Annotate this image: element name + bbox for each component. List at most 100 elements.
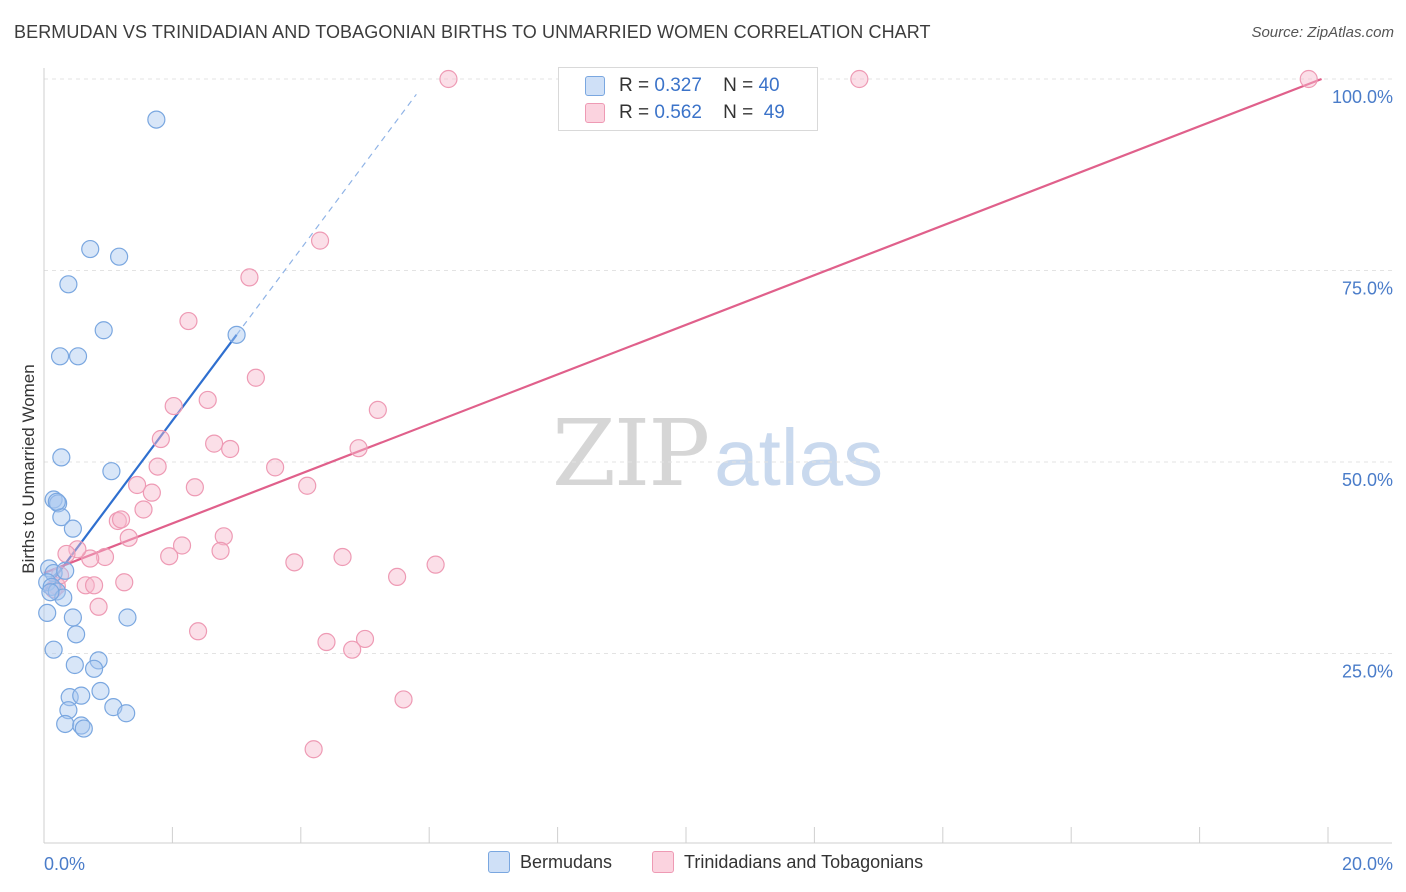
point-trinidadians-and-tobagonians [172, 536, 192, 555]
legend-swatch-pink [585, 103, 605, 123]
point-trinidadians-and-tobagonians [349, 439, 368, 458]
point-trinidadians-and-tobagonians [333, 547, 352, 567]
point-bermudans [59, 701, 78, 720]
point-trinidadians-and-tobagonians [119, 528, 138, 547]
point-trinidadians-and-tobagonians [214, 527, 233, 546]
legend-swatch-blue [585, 76, 605, 96]
point-trinidadians-and-tobagonians [388, 567, 407, 587]
point-bermudans [41, 583, 60, 602]
y-axis-label: Births to Unmarried Women [19, 364, 38, 573]
point-trinidadians-and-tobagonians [304, 740, 323, 759]
r-label: R = [619, 102, 650, 123]
r-label: R = [619, 75, 650, 96]
point-bermudans [63, 608, 82, 627]
stats-legend-row-trinidadians: R = 0.562 N = 49 [585, 100, 785, 126]
legend-item-trinidadians[interactable]: Trinidadians and Tobagonians [652, 851, 923, 873]
stats-legend: R = 0.327 N = 40 R = 0.562 N = 49 [558, 67, 818, 131]
n-value: 40 [758, 75, 780, 96]
point-bermudans [74, 719, 93, 738]
point-trinidadians-and-tobagonians [142, 483, 161, 502]
point-trinidadians-and-tobagonians [57, 544, 76, 564]
point-trinidadians-and-tobagonians [179, 311, 198, 331]
point-trinidadians-and-tobagonians [355, 629, 375, 649]
r-value: 0.562 [654, 102, 702, 123]
legend-item-bermudans[interactable]: Bermudans [488, 851, 612, 873]
n-value: 49 [763, 102, 785, 123]
point-bermudans [84, 659, 104, 678]
trend-lines [43, 77, 1322, 593]
point-bermudans [65, 655, 84, 675]
point-trinidadians-and-tobagonians [240, 268, 259, 287]
point-bermudans [89, 651, 108, 670]
point-bermudans [72, 716, 91, 735]
point-trinidadians-and-tobagonians [134, 500, 153, 519]
point-trinidadians-and-tobagonians [89, 597, 108, 616]
y-tick-label: 50.0% [1342, 470, 1393, 490]
point-bermudans [63, 519, 82, 538]
point-bermudans [91, 681, 110, 701]
legend-swatch-blue [488, 851, 510, 873]
point-trinidadians-and-tobagonians [850, 69, 869, 89]
point-trinidadians-and-tobagonians [246, 368, 265, 387]
point-bermudans [72, 686, 91, 705]
point-bermudans [38, 603, 57, 623]
trend-bermudans [43, 334, 238, 593]
point-bermudans [68, 347, 88, 366]
point-trinidadians-and-tobagonians [84, 576, 104, 595]
point-trinidadians-and-tobagonians [1299, 69, 1318, 89]
point-trinidadians-and-tobagonians [310, 231, 330, 250]
tick-labels: 25.0% 50.0% 75.0% 100.0% 0.0% 20.0% [44, 87, 1393, 874]
point-trinidadians-and-tobagonians [285, 553, 304, 572]
point-trinidadians-and-tobagonians [394, 690, 413, 709]
point-bermudans [94, 321, 113, 340]
gridlines [44, 78, 1392, 654]
point-bermudans [52, 448, 71, 467]
trend-bermudans-extension [236, 93, 417, 336]
point-trinidadians-and-tobagonians [439, 69, 458, 89]
series-legend: Bermudans Trinidadians and Tobagonians [0, 851, 1406, 877]
point-trinidadians-and-tobagonians [266, 458, 285, 477]
watermark: ZIPatlas [552, 400, 883, 507]
watermark-zip: ZIP [552, 400, 710, 507]
y-tick-label: 75.0% [1342, 279, 1393, 299]
point-bermudans [56, 714, 75, 734]
legend-label: Trinidadians and Tobagonians [684, 851, 924, 872]
point-bermudans [117, 704, 136, 723]
point-trinidadians-and-tobagonians [148, 457, 167, 476]
point-trinidadians-and-tobagonians [151, 429, 170, 449]
point-bermudans [50, 347, 70, 366]
point-trinidadians-and-tobagonians [205, 434, 224, 453]
point-trinidadians-and-tobagonians [198, 390, 217, 410]
point-bermudans [102, 462, 121, 481]
point-bermudans [147, 110, 166, 129]
point-trinidadians-and-tobagonians [164, 396, 183, 416]
point-trinidadians-and-tobagonians [95, 547, 115, 567]
legend-label: Bermudans [520, 851, 613, 872]
y-tick-label: 100.0% [1332, 87, 1393, 107]
point-trinidadians-and-tobagonians [111, 510, 131, 529]
stats-legend-row-bermudans: R = 0.327 N = 40 [585, 73, 780, 99]
trend-trinidadians [43, 77, 1322, 575]
point-trinidadians-and-tobagonians [343, 640, 362, 659]
point-bermudans [47, 492, 66, 511]
point-trinidadians-and-tobagonians [221, 439, 240, 459]
data-points [38, 69, 1318, 759]
point-trinidadians-and-tobagonians [185, 478, 204, 497]
y-tick-label: 25.0% [1342, 662, 1393, 682]
point-trinidadians-and-tobagonians [298, 476, 317, 495]
point-trinidadians-and-tobagonians [81, 549, 100, 568]
r-value: 0.327 [654, 75, 702, 96]
axes [43, 68, 1392, 844]
point-trinidadians-and-tobagonians [115, 573, 134, 592]
point-trinidadians-and-tobagonians [211, 541, 230, 560]
chart-title: BERMUDAN VS TRINIDADIAN AND TOBAGONIAN B… [14, 22, 931, 42]
point-bermudans [227, 325, 246, 344]
point-trinidadians-and-tobagonians [127, 475, 147, 495]
point-bermudans [44, 563, 63, 583]
point-trinidadians-and-tobagonians [426, 555, 445, 574]
source-label: Source: ZipAtlas.com [1251, 24, 1394, 41]
x-tick-label: 20.0% [1342, 854, 1393, 874]
x-tick-label: 0.0% [44, 854, 85, 874]
watermark-atlas: atlas [714, 413, 884, 502]
